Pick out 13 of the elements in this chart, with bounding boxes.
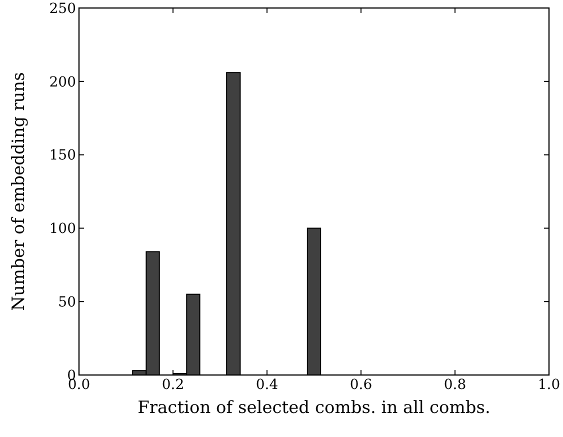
x-tick-label: 0.4 xyxy=(256,377,278,393)
y-tick-label: 100 xyxy=(49,221,76,238)
x-tick-label: 0.8 xyxy=(444,377,466,393)
y-tick-label: 200 xyxy=(49,74,76,90)
y-tick-label: 150 xyxy=(49,148,76,164)
x-tick-label: 0.6 xyxy=(350,377,372,393)
y-tick-label: 50 xyxy=(58,294,76,310)
y-axis-title: Number of embedding runs xyxy=(9,72,29,311)
x-tick-label: 0.2 xyxy=(162,377,184,393)
x-axis-title: Fraction of selected combs. in all combs. xyxy=(138,398,490,418)
y-tick-label: 250 xyxy=(49,0,76,17)
x-tick-label: 1.0 xyxy=(538,377,560,393)
x-tick-label: 0.0 xyxy=(68,377,90,393)
